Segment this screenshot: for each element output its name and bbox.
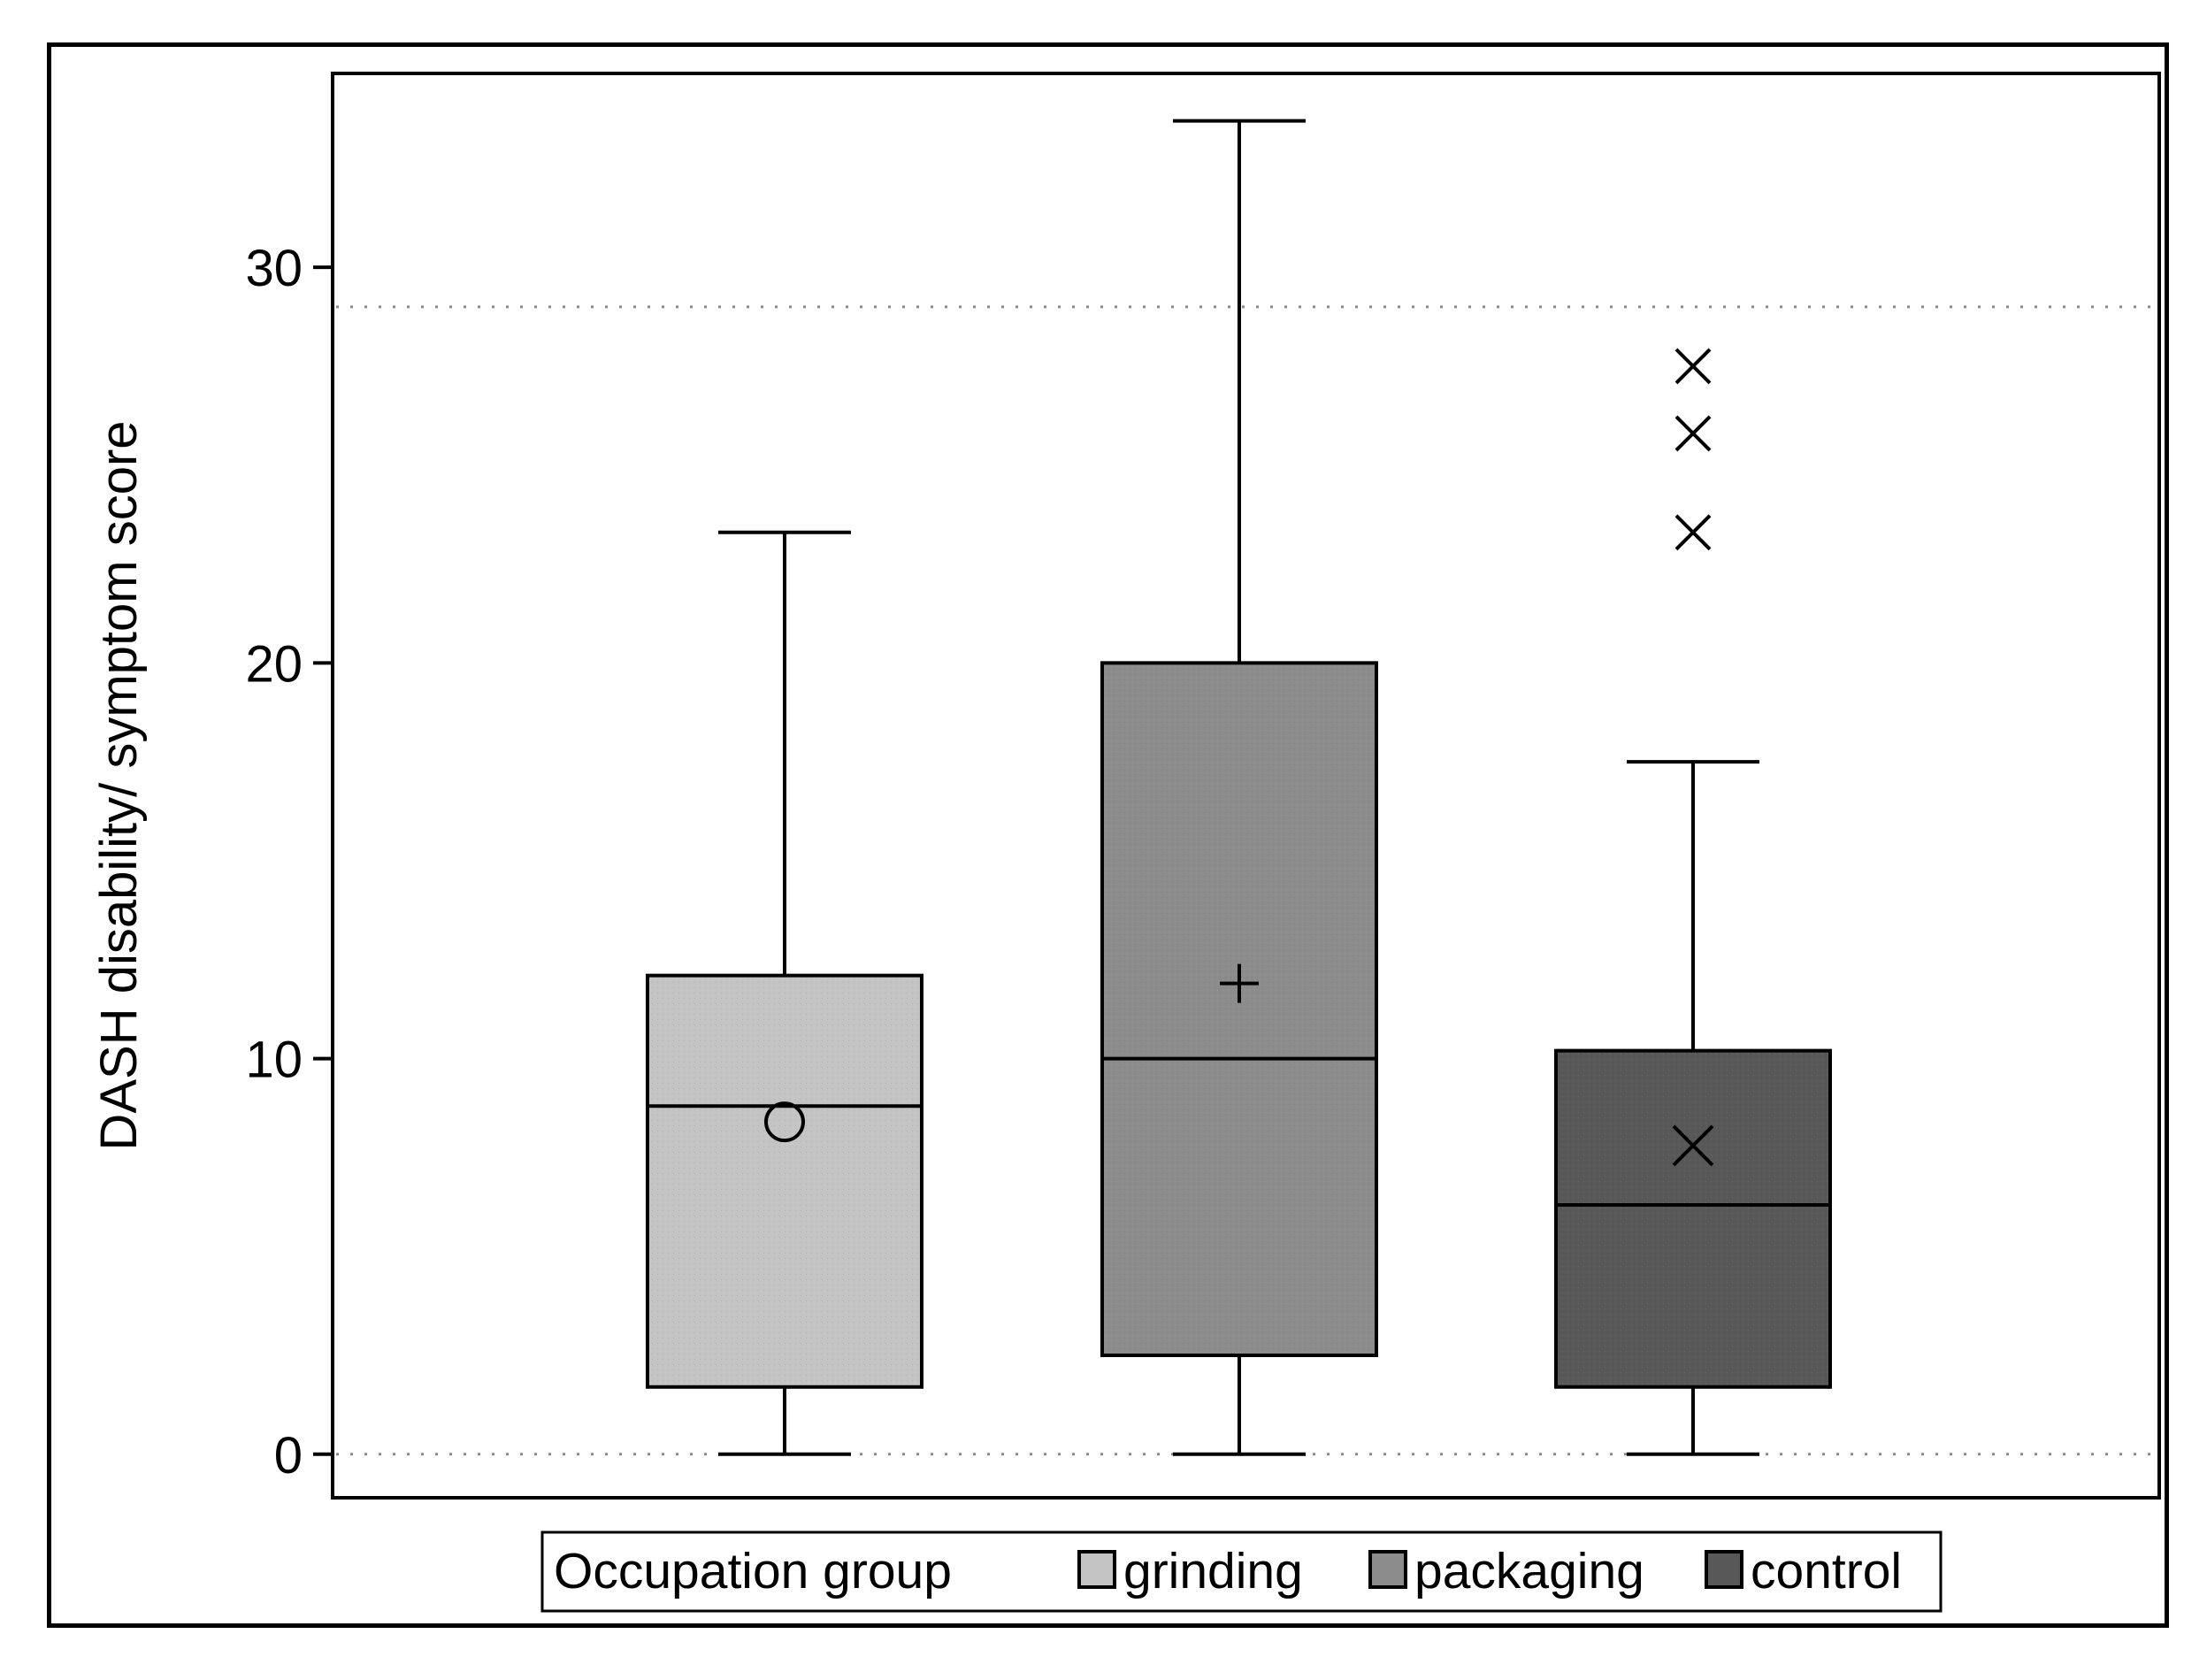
box-packaging bbox=[1100, 119, 1378, 1456]
outlier-point bbox=[1674, 348, 1712, 385]
mean-marker bbox=[1220, 963, 1259, 1003]
outlier-point bbox=[1674, 415, 1712, 452]
legend-swatch bbox=[1368, 1550, 1407, 1589]
y-axis-label: DASH disability/ symptom score bbox=[90, 420, 148, 1150]
legend-entry-packaging: packaging bbox=[1368, 1543, 1644, 1599]
box-control bbox=[1554, 348, 1832, 1456]
mean-marker bbox=[1672, 1124, 1714, 1167]
legend-label: control bbox=[1751, 1543, 1902, 1599]
figure-frame: 0 10 20 30 DASH disability/ symptom score O… bbox=[47, 42, 2169, 1628]
legend-entries: grinding packaging control bbox=[1077, 1543, 1902, 1599]
y-tick-label: 30 bbox=[245, 240, 303, 297]
legend-title: Occupation group bbox=[554, 1543, 952, 1599]
box-series bbox=[646, 119, 1832, 1456]
box-texture bbox=[1558, 1052, 1828, 1385]
y-axis: 0 10 20 30 bbox=[245, 240, 333, 1484]
y-tick-label: 20 bbox=[245, 635, 303, 693]
legend-label: packaging bbox=[1414, 1543, 1644, 1599]
mean-marker bbox=[764, 1101, 805, 1143]
legend-entry-grinding: grinding bbox=[1077, 1543, 1303, 1599]
y-tick-label: 10 bbox=[245, 1032, 303, 1089]
box-texture bbox=[649, 977, 920, 1385]
y-tick-label: 0 bbox=[274, 1427, 303, 1484]
outlier-point bbox=[1674, 514, 1712, 551]
legend-swatch bbox=[1705, 1550, 1743, 1589]
legend-label: grinding bbox=[1123, 1543, 1303, 1599]
box-texture bbox=[1104, 664, 1375, 1354]
legend: Occupation group grinding packaging contro… bbox=[540, 1530, 1943, 1613]
legend-entry-control: control bbox=[1705, 1543, 1902, 1599]
box-plot-chart: 0 10 20 30 DASH disability/ symptom score O… bbox=[90, 72, 2161, 1613]
legend-swatch bbox=[1077, 1550, 1116, 1589]
reference-lines bbox=[336, 305, 2156, 1456]
box-grinding bbox=[646, 530, 923, 1456]
